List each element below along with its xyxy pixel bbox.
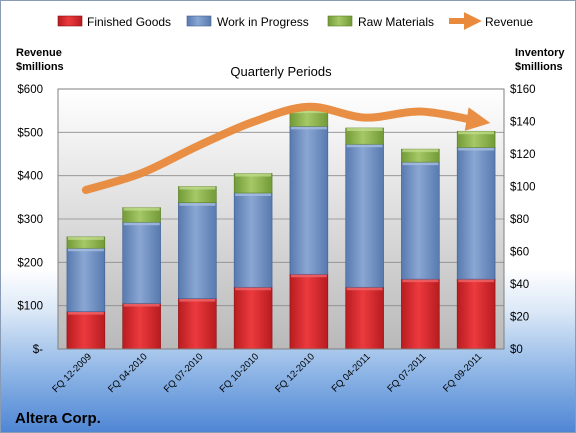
bar-work-in-progress-highlight	[402, 162, 439, 166]
bar-finished-goods	[345, 286, 384, 350]
bar-raw-materials-highlight	[123, 207, 160, 211]
bar-raw-materials-highlight	[179, 186, 216, 190]
bar-raw-materials-highlight	[402, 149, 439, 153]
legend-label-work-in-progress: Work in Progress	[217, 15, 309, 29]
left-tick-label: $300	[17, 214, 43, 226]
revenue-line-group	[81, 102, 491, 194]
left-tick-label: $400	[17, 171, 43, 183]
bar-work-in-progress-highlight	[67, 248, 104, 252]
bar-work-in-progress-highlight	[290, 126, 327, 130]
bar-work-in-progress	[456, 147, 496, 280]
bar-finished-goods-highlight	[458, 279, 495, 283]
right-tick-label: $60	[510, 247, 529, 259]
x-tick-label: FQ 10-2010	[218, 351, 262, 395]
bar-work-in-progress	[345, 143, 384, 288]
bar-finished-goods-highlight	[123, 303, 160, 307]
left-tick-label: $-	[33, 344, 43, 356]
bar-raw-materials-highlight	[458, 131, 495, 135]
bar-work-in-progress	[122, 221, 161, 304]
right-tick-label: $120	[510, 149, 536, 161]
legend-label-revenue: Revenue	[485, 15, 533, 29]
left-axis-ticks: $- $100 $200 $300 $400 $500 $600	[17, 84, 43, 356]
plot-border	[57, 88, 505, 350]
right-tick-label: $80	[510, 214, 529, 226]
legend-label-raw-materials: Raw Materials	[358, 15, 434, 29]
right-tick-label: $100	[510, 182, 536, 194]
bar-finished-goods	[456, 278, 496, 350]
company-name: Altera Corp.	[15, 410, 101, 427]
bar-finished-goods	[401, 278, 440, 350]
right-tick-label: $160	[510, 84, 536, 96]
x-tick-label: FQ 07-2011	[385, 351, 428, 394]
bar-finished-goods-highlight	[235, 287, 272, 291]
x-tick-label: FQ 12-2010	[273, 351, 317, 395]
bar-work-in-progress	[66, 247, 106, 312]
bars	[66, 109, 496, 350]
legend: Finished Goods Work in Progress Raw Mate…	[57, 12, 533, 30]
bar-raw-materials-highlight	[346, 128, 383, 131]
bar-raw-materials-highlight	[235, 173, 272, 177]
bar-finished-goods-highlight	[67, 311, 104, 315]
right-tick-label: $20	[510, 312, 529, 324]
revenue-line	[81, 102, 491, 194]
x-tick-label: FQ 04-2011	[330, 351, 373, 394]
bar-finished-goods	[122, 303, 161, 350]
x-axis-ticks: FQ 12-2009 FQ 04-2010 FQ 07-2010 FQ 10-2010…	[50, 351, 484, 395]
bar-work-in-progress-highlight	[123, 222, 160, 226]
left-tick-label: $200	[17, 257, 43, 269]
x-tick-label: FQ 07-2010	[162, 351, 206, 395]
left-axis-title-line1: Revenue	[16, 47, 62, 59]
bar-work-in-progress	[289, 126, 329, 275]
bar-finished-goods-highlight	[290, 274, 327, 278]
bar-raw-materials-highlight	[67, 236, 104, 240]
left-tick-label: $500	[17, 127, 43, 139]
bar-work-in-progress	[178, 202, 217, 299]
left-axis-title-line2: $millions	[16, 61, 64, 73]
right-tick-label: $0	[510, 344, 523, 356]
legend-swatch-work-in-progress	[186, 15, 212, 27]
bar-work-in-progress-highlight	[458, 147, 495, 151]
bar-work-in-progress	[401, 161, 440, 280]
legend-swatch-raw-materials	[327, 15, 353, 27]
right-tick-label: $40	[510, 279, 529, 291]
bar-finished-goods	[289, 273, 329, 350]
x-tick-label: FQ 09-2011	[441, 351, 484, 394]
bar-finished-goods	[66, 311, 106, 350]
right-axis-title-line1: Inventory	[515, 47, 565, 59]
left-tick-label: $100	[17, 301, 43, 313]
x-tick-label: FQ 12-2009	[50, 351, 94, 395]
bar-work-in-progress-highlight	[346, 144, 383, 148]
bar-finished-goods-highlight	[402, 279, 439, 283]
bar-work-in-progress-highlight	[235, 193, 272, 196]
left-tick-label: $600	[17, 84, 43, 96]
right-axis-title-line2: $millions	[515, 61, 563, 73]
bar-work-in-progress-highlight	[179, 202, 216, 206]
bar-finished-goods	[233, 286, 273, 350]
bar-finished-goods-highlight	[346, 287, 383, 291]
x-tick-label: FQ 04-2010	[106, 351, 150, 395]
bar-raw-materials-highlight	[290, 110, 327, 114]
bar-finished-goods-highlight	[179, 298, 216, 302]
legend-swatch-finished-goods	[57, 15, 83, 27]
legend-label-finished-goods: Finished Goods	[87, 15, 171, 29]
bar-work-in-progress	[233, 192, 273, 288]
right-axis-ticks: $0 $20 $40 $60 $80 $100 $120 $140 $160	[510, 84, 536, 356]
bar-finished-goods	[178, 298, 217, 350]
chart-subtitle: Quarterly Periods	[230, 64, 332, 79]
right-tick-label: $140	[510, 117, 536, 129]
